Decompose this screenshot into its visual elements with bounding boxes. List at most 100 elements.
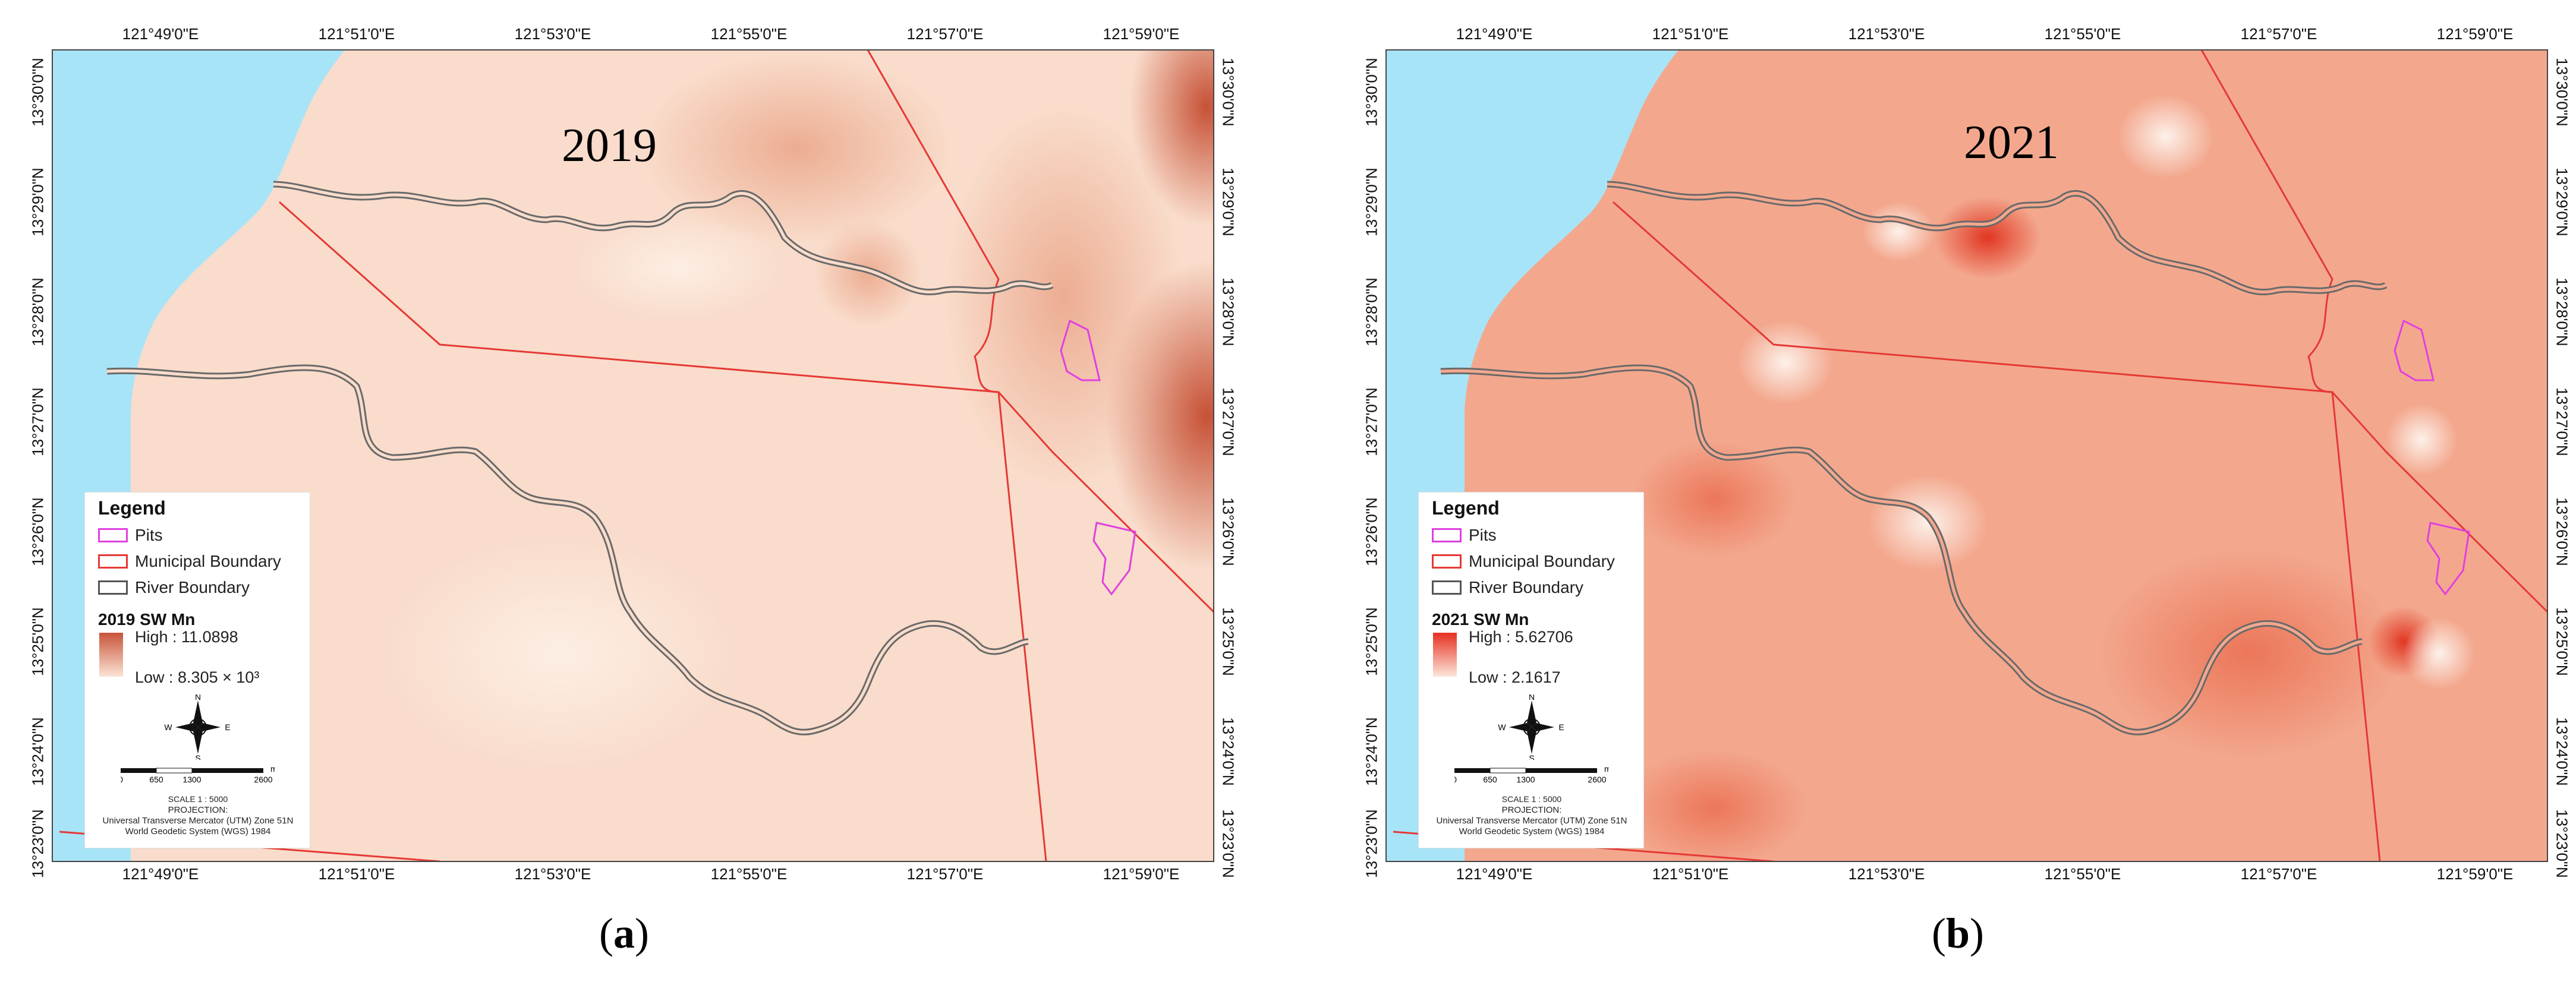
pits-swatch bbox=[1432, 528, 1462, 542]
river-swatch bbox=[98, 580, 128, 595]
panel-caption: (b) bbox=[1931, 910, 1985, 957]
lon-tick-top: 121°55'0"E bbox=[710, 25, 788, 43]
lon-tick-bottom: 121°49'0"E bbox=[1456, 865, 1533, 883]
light-zone-north bbox=[2118, 95, 2213, 178]
warm-zone-southwest bbox=[1619, 749, 1809, 861]
lat-tick-right: 13°24'0"N bbox=[1219, 717, 1237, 786]
lon-tick-bottom: 121°57'0"E bbox=[2240, 865, 2317, 883]
pits bbox=[1060, 319, 1136, 596]
lat-tick-left: 13°28'0"N bbox=[1362, 277, 1381, 346]
lon-tick-bottom: 121°49'0"E bbox=[122, 865, 199, 883]
lat-tick-right: 13°27'0"N bbox=[2553, 387, 2571, 456]
lat-tick-right: 13°24'0"N bbox=[2553, 717, 2571, 786]
lat-tick-left: 13°28'0"N bbox=[29, 277, 47, 346]
legend-item-label: River Boundary bbox=[135, 578, 250, 596]
warm-zone-west bbox=[1631, 440, 1797, 558]
warm-zone-north bbox=[642, 53, 951, 244]
panel-letter: b bbox=[1945, 910, 1970, 957]
panel-letter: a bbox=[613, 910, 635, 957]
lat-tick-right: 13°28'0"N bbox=[2553, 277, 2571, 346]
lat-tick-left: 13°27'0"N bbox=[29, 387, 47, 456]
lon-tick-bottom: 121°53'0"E bbox=[514, 865, 591, 883]
legend-item-river: River Boundary bbox=[98, 578, 250, 597]
light-zone bbox=[571, 214, 785, 321]
lon-tick-top: 121°57'0"E bbox=[2240, 25, 2317, 43]
lat-tick-right: 13°30'0"N bbox=[2553, 58, 2571, 127]
legend-item-pits: Pits bbox=[98, 526, 163, 545]
projection-utm: Universal Transverse Mercator (UTM) Zone… bbox=[102, 816, 294, 826]
lat-tick-left: 13°23'0"N bbox=[29, 809, 47, 878]
lon-tick-bottom: 121°51'0"E bbox=[318, 865, 395, 883]
projection-utm: Universal Transverse Mercator (UTM) Zone… bbox=[1436, 816, 1627, 826]
scale-text: SCALE 1 : 5000 bbox=[1501, 794, 1562, 804]
compass-n: N bbox=[195, 695, 201, 702]
lat-tick-left: 13°25'0"N bbox=[1362, 607, 1381, 676]
lon-tick-top: 121°53'0"E bbox=[1848, 25, 1925, 43]
lon-tick-bottom: 121°51'0"E bbox=[1652, 865, 1729, 883]
scale-unit: m bbox=[270, 766, 275, 774]
map-legend: Legend Pits Municipal Boundary River Bou… bbox=[1418, 492, 1644, 848]
map-legend: Legend Pits Municipal Boundary River Bou… bbox=[84, 492, 310, 848]
lon-tick-bottom: 121°57'0"E bbox=[906, 865, 984, 883]
ramp-title: 2021 SW Mn bbox=[1432, 610, 1529, 629]
compass-s: S bbox=[195, 753, 200, 760]
lat-tick-right: 13°23'0"N bbox=[2553, 809, 2571, 878]
legend-item-label: Pits bbox=[1469, 526, 1497, 544]
lon-tick-bottom: 121°55'0"E bbox=[2044, 865, 2121, 883]
river-swatch bbox=[1432, 580, 1462, 595]
map-frame bbox=[52, 49, 1214, 862]
year-label: 2019 bbox=[562, 119, 657, 172]
lat-tick-left: 13°26'0"N bbox=[29, 497, 47, 566]
light-zone-river bbox=[1863, 202, 1934, 261]
lat-tick-right: 13°25'0"N bbox=[2553, 607, 2571, 676]
lat-tick-left: 13°29'0"N bbox=[1362, 168, 1381, 236]
lat-tick-right: 13°30'0"N bbox=[1219, 58, 1237, 127]
north-arrow-icon: N S W E bbox=[1498, 695, 1564, 760]
lat-tick-right: 13°26'0"N bbox=[2553, 497, 2571, 566]
lon-tick-bottom: 121°59'0"E bbox=[2436, 865, 2514, 883]
warm-zone-east bbox=[945, 107, 1183, 487]
lon-tick-top: 121°59'0"E bbox=[1103, 25, 1180, 43]
legend-item-municipal: Municipal Boundary bbox=[98, 552, 281, 571]
scale-tick: 0 bbox=[121, 775, 123, 784]
map-border bbox=[52, 49, 1214, 862]
scale-tick: 650 bbox=[1483, 775, 1497, 784]
legend-item-pits: Pits bbox=[1432, 526, 1497, 545]
light-zone-south bbox=[380, 535, 737, 772]
pits-swatch bbox=[98, 528, 128, 542]
legend-title: Legend bbox=[98, 497, 166, 519]
lon-tick-bottom: 121°53'0"E bbox=[1848, 865, 1925, 883]
legend-item-river: River Boundary bbox=[1432, 578, 1583, 597]
lat-tick-left: 13°23'0"N bbox=[1362, 809, 1381, 878]
hotspot-river bbox=[1934, 196, 2041, 279]
lon-tick-top: 121°53'0"E bbox=[514, 25, 591, 43]
panel-caption: (a) bbox=[599, 910, 649, 957]
projection-datum: World Geodetic System (WGS) 1984 bbox=[1459, 826, 1605, 837]
compass-e: E bbox=[1558, 722, 1564, 732]
lon-tick-top: 121°55'0"E bbox=[2044, 25, 2121, 43]
river-boundaries bbox=[106, 181, 1054, 736]
ramp-high-label: High : 11.0898 bbox=[135, 628, 238, 646]
color-ramp bbox=[99, 633, 123, 677]
lat-tick-right: 13°27'0"N bbox=[1219, 387, 1237, 456]
scale-tick: 650 bbox=[149, 775, 163, 784]
year-label: 2021 bbox=[1964, 116, 2059, 169]
compass-w: W bbox=[164, 722, 172, 732]
scale-unit: m bbox=[1604, 766, 1609, 774]
scale-bar: 0 650 1300 2600 m bbox=[1454, 766, 1609, 784]
map-border bbox=[1385, 49, 2548, 862]
scale-text: SCALE 1 : 5000 bbox=[168, 794, 228, 804]
lat-tick-right: 13°26'0"N bbox=[1219, 497, 1237, 566]
lon-tick-top: 121°49'0"E bbox=[122, 25, 199, 43]
map-panel-2019: 121°49'0"E 121°51'0"E 121°53'0"E 121°55'… bbox=[24, 0, 1272, 988]
legend-item-municipal: Municipal Boundary bbox=[1432, 552, 1615, 571]
pits bbox=[2394, 319, 2470, 596]
warm-zone-south bbox=[2095, 547, 2404, 760]
lat-tick-left: 13°24'0"N bbox=[29, 717, 47, 786]
river-boundaries bbox=[1440, 181, 2388, 736]
lon-tick-top: 121°51'0"E bbox=[318, 25, 395, 43]
lat-tick-left: 13°30'0"N bbox=[29, 58, 47, 127]
scale-tick: 2600 bbox=[254, 775, 272, 784]
lat-tick-left: 13°29'0"N bbox=[29, 168, 47, 236]
legend-title: Legend bbox=[1432, 497, 1500, 519]
